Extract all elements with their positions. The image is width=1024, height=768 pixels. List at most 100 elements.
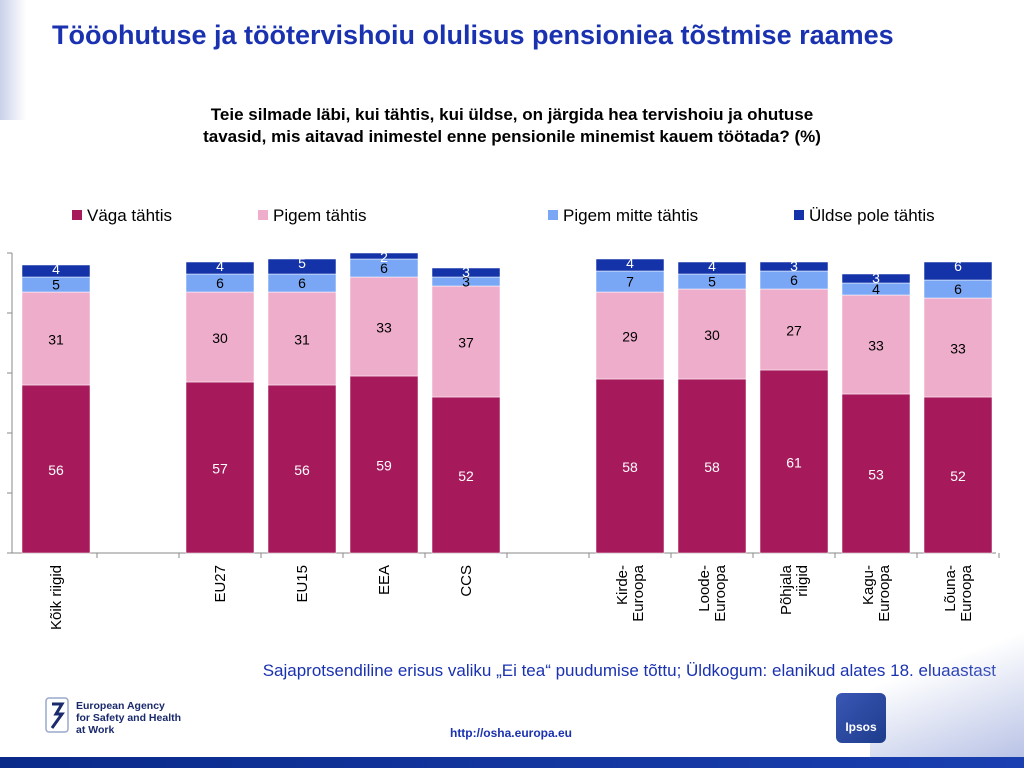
bar-segment bbox=[759, 261, 829, 272]
data-label: 6 bbox=[954, 258, 962, 274]
legend-swatch bbox=[72, 210, 82, 220]
bar-segment bbox=[431, 267, 501, 278]
chart-title: Teie silmade läbi, kui tähtis, kui üldse… bbox=[203, 105, 821, 146]
data-label: 3 bbox=[872, 270, 880, 286]
category-label: EEA bbox=[376, 565, 393, 595]
eu-osha-logo bbox=[45, 697, 69, 733]
data-label: 37 bbox=[458, 335, 474, 351]
bar-segment bbox=[431, 396, 501, 554]
legend-item-uldse-pole: Üldse pole tähtis bbox=[794, 206, 935, 226]
category-label-line: Euroopa bbox=[876, 564, 893, 621]
data-label: 33 bbox=[950, 341, 966, 357]
bar-segment bbox=[759, 369, 829, 554]
data-label: 30 bbox=[704, 327, 720, 343]
agency-name: European Agency for Safety and Health at… bbox=[76, 700, 182, 736]
data-label: 3 bbox=[462, 274, 470, 290]
category-label: Põhjala riigid bbox=[778, 564, 811, 615]
data-label: 2 bbox=[380, 249, 388, 265]
legend-swatch bbox=[258, 210, 268, 220]
data-label: 58 bbox=[704, 459, 720, 475]
data-label: 52 bbox=[950, 468, 966, 484]
category-label: EU27 bbox=[212, 565, 229, 603]
data-label: 4 bbox=[52, 261, 60, 277]
category-label: EU15 bbox=[294, 565, 311, 603]
data-label: 5 bbox=[298, 255, 306, 271]
footnote: Sajaprotsendiline erisus valiku „Ei tea“… bbox=[262, 661, 996, 680]
category-label-line: EU27 bbox=[212, 565, 229, 603]
data-label: 4 bbox=[626, 255, 634, 271]
data-label: 59 bbox=[376, 458, 392, 474]
data-label: 57 bbox=[212, 461, 228, 477]
bar-segment bbox=[349, 375, 419, 554]
bar-segment bbox=[923, 261, 993, 281]
bar-segment bbox=[185, 381, 255, 554]
data-label: 6 bbox=[298, 275, 306, 291]
legend-item-pigem-mitte: Pigem mitte tähtis bbox=[548, 206, 698, 226]
data-label: 27 bbox=[786, 323, 802, 339]
bar-segment bbox=[677, 261, 747, 275]
category-label: Kagu- Euroopa bbox=[860, 564, 893, 621]
data-label: 4 bbox=[708, 258, 716, 274]
bottom-bar bbox=[0, 757, 1024, 768]
category-label-line: EU15 bbox=[294, 565, 311, 603]
category-label: Kirde- Euroopa bbox=[614, 564, 647, 621]
bar-segment bbox=[841, 273, 911, 284]
bar-segment bbox=[267, 384, 337, 554]
bar-segment bbox=[21, 264, 91, 278]
ipsos-label: Ipsos bbox=[845, 720, 877, 734]
legend-swatch bbox=[548, 210, 558, 220]
category-label-line: Kagu- bbox=[860, 565, 877, 605]
data-label: 52 bbox=[458, 468, 474, 484]
ipsos-logo: Ipsos bbox=[836, 693, 886, 743]
data-label: 31 bbox=[294, 332, 310, 348]
data-label: 33 bbox=[376, 320, 392, 336]
bar-segment bbox=[267, 258, 337, 275]
chart-legend: Väga tähtis Pigem tähtis Pigem mitte täh… bbox=[0, 202, 1024, 232]
bar-segment bbox=[677, 288, 747, 380]
bar-segment bbox=[185, 291, 255, 383]
data-label: 6 bbox=[216, 275, 224, 291]
data-label: 58 bbox=[622, 459, 638, 475]
bar-segment bbox=[349, 252, 419, 260]
bar-segment bbox=[923, 297, 993, 398]
data-label: 4 bbox=[872, 281, 880, 297]
data-label: 53 bbox=[868, 467, 884, 483]
data-label: 6 bbox=[380, 260, 388, 276]
category-label-line: CCS bbox=[458, 565, 475, 597]
data-label: 4 bbox=[216, 258, 224, 274]
legend-label: Pigem mitte tähtis bbox=[563, 206, 699, 225]
category-label-line: riigid bbox=[794, 565, 811, 597]
bar-segment bbox=[595, 291, 665, 380]
category-label: Loode- Euroopa bbox=[696, 564, 729, 621]
bar-segment bbox=[21, 384, 91, 554]
footer-url[interactable]: http://osha.europa.eu bbox=[449, 726, 572, 740]
category-label-line: Kõik riigid bbox=[48, 565, 65, 630]
category-label: CCS bbox=[458, 565, 475, 597]
bar-segment bbox=[841, 393, 911, 554]
bar-segment bbox=[21, 291, 91, 386]
data-label: 33 bbox=[868, 338, 884, 354]
data-label: 3 bbox=[790, 258, 798, 274]
data-label: 6 bbox=[954, 281, 962, 297]
corner-decoration bbox=[870, 620, 1024, 757]
legend-label: Üldse pole tähtis bbox=[809, 206, 935, 225]
side-gradient bbox=[0, 0, 26, 120]
data-label: 61 bbox=[786, 455, 802, 471]
bar-segment bbox=[349, 276, 419, 377]
data-label: 30 bbox=[212, 330, 228, 346]
category-label-line: Euroopa bbox=[630, 564, 647, 621]
category-label: Lõuna- Euroopa bbox=[942, 564, 975, 621]
category-label-line: Euroopa bbox=[712, 564, 729, 621]
category-label-line: Kirde- bbox=[614, 565, 631, 605]
data-label: 31 bbox=[48, 332, 64, 348]
data-label: 7 bbox=[626, 274, 634, 290]
category-label-line: EEA bbox=[376, 565, 393, 595]
bar-segment bbox=[267, 291, 337, 386]
data-label: 6 bbox=[790, 272, 798, 288]
data-label: 5 bbox=[708, 274, 716, 290]
legend-swatch bbox=[794, 210, 804, 220]
page-title: Tööohutuse ja töötervishoiu olulisus pen… bbox=[52, 20, 894, 50]
category-label-line: Põhjala bbox=[778, 564, 795, 615]
bar-segment bbox=[677, 378, 747, 554]
